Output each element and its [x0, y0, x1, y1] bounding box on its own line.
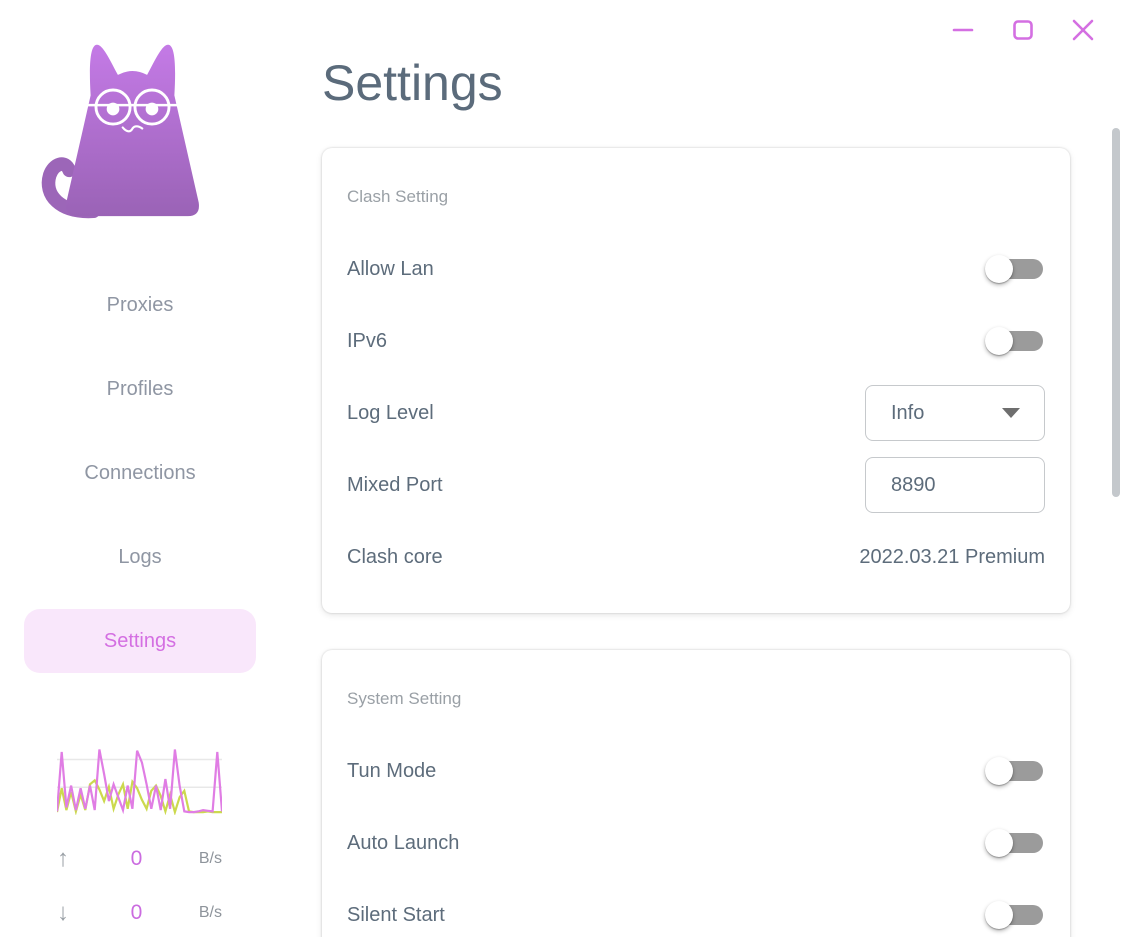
- sidebar-item-proxies[interactable]: Proxies: [24, 273, 256, 337]
- log-level-select[interactable]: Info: [865, 385, 1045, 441]
- main-content: Settings Clash Setting Allow Lan IPv6: [280, 0, 1124, 937]
- setting-row-mixed-port: Mixed Port: [347, 449, 1045, 521]
- traffic-chart: [57, 749, 222, 815]
- window-controls: [945, 12, 1101, 48]
- section-label: Clash Setting: [347, 187, 449, 206]
- row-label: Mixed Port: [347, 473, 443, 496]
- switch-knob: [985, 901, 1013, 929]
- switch-knob: [985, 757, 1013, 785]
- sidebar-item-logs[interactable]: Logs: [24, 525, 256, 589]
- section-label: System Setting: [347, 689, 462, 708]
- switch-knob: [985, 255, 1013, 283]
- row-label: Clash core: [347, 545, 443, 568]
- upload-speed-unit: B/s: [198, 850, 222, 867]
- allow-lan-switch[interactable]: [985, 254, 1045, 284]
- maximize-button[interactable]: [1005, 12, 1041, 48]
- setting-row-silent-start: Silent Start: [347, 879, 1045, 937]
- upload-speed-row: ↑ 0 B/s: [57, 832, 222, 886]
- row-label: Tun Mode: [347, 759, 437, 782]
- arrow-down-icon: ↓: [57, 899, 69, 926]
- sidebar: Proxies Profiles Connections Logs Settin…: [0, 0, 280, 937]
- setting-row-log-level: Log Level Info: [347, 377, 1045, 449]
- sidebar-item-label: Settings: [103, 629, 177, 652]
- sidebar-item-settings[interactable]: Settings: [24, 609, 256, 673]
- tun-mode-switch[interactable]: [985, 756, 1045, 786]
- section-header-row: System Setting: [347, 663, 1045, 735]
- system-setting-card: System Setting Tun Mode Auto Launch Sile…: [322, 650, 1070, 937]
- sidebar-item-connections[interactable]: Connections: [24, 441, 256, 505]
- silent-start-switch[interactable]: [985, 900, 1045, 930]
- row-label: Log Level: [347, 401, 434, 424]
- traffic-panel: ↑ 0 B/s ↓ 0 B/s: [0, 742, 280, 937]
- download-speed-row: ↓ 0 B/s: [57, 886, 222, 937]
- chevron-down-icon: [1002, 408, 1020, 418]
- download-speed-unit: B/s: [198, 904, 222, 921]
- minimize-button[interactable]: [945, 12, 981, 48]
- ipv6-switch[interactable]: [985, 326, 1045, 356]
- arrow-up-icon: ↑: [57, 845, 69, 872]
- section-header-row: Clash Setting: [347, 161, 1045, 233]
- switch-knob: [985, 829, 1013, 857]
- maximize-icon: [1013, 20, 1033, 40]
- setting-row-tun-mode: Tun Mode: [347, 735, 1045, 807]
- sidebar-item-profiles[interactable]: Profiles: [24, 357, 256, 421]
- setting-row-clash-core: Clash core 2022.03.21 Premium: [347, 521, 1045, 593]
- close-button[interactable]: [1065, 12, 1101, 48]
- sidebar-item-label: Connections: [84, 461, 196, 484]
- clash-setting-card: Clash Setting Allow Lan IPv6 Log Level: [322, 148, 1070, 613]
- row-label: Silent Start: [347, 903, 445, 926]
- sidebar-item-label: Proxies: [106, 293, 174, 316]
- selected-value: Info: [891, 401, 925, 424]
- sidebar-item-label: Profiles: [106, 377, 174, 400]
- setting-row-ipv6: IPv6: [347, 305, 1045, 377]
- row-label: Allow Lan: [347, 257, 434, 280]
- minimize-icon: [952, 28, 974, 32]
- close-icon: [1072, 19, 1094, 41]
- sidebar-nav: Proxies Profiles Connections Logs Settin…: [0, 273, 280, 673]
- scrollbar-thumb[interactable]: [1112, 128, 1120, 497]
- setting-row-auto-launch: Auto Launch: [347, 807, 1045, 879]
- sidebar-item-label: Logs: [118, 545, 162, 568]
- row-label: IPv6: [347, 329, 388, 352]
- auto-launch-switch[interactable]: [985, 828, 1045, 858]
- row-label: Auto Launch: [347, 831, 460, 854]
- cat-logo-icon: [41, 44, 199, 219]
- mixed-port-input[interactable]: [865, 457, 1045, 513]
- clash-core-version: 2022.03.21 Premium: [859, 545, 1045, 568]
- switch-knob: [985, 327, 1013, 355]
- page-title: Settings: [322, 55, 503, 111]
- setting-row-allow-lan: Allow Lan: [347, 233, 1045, 305]
- download-speed-value: 0: [130, 901, 143, 924]
- upload-speed-value: 0: [130, 847, 143, 870]
